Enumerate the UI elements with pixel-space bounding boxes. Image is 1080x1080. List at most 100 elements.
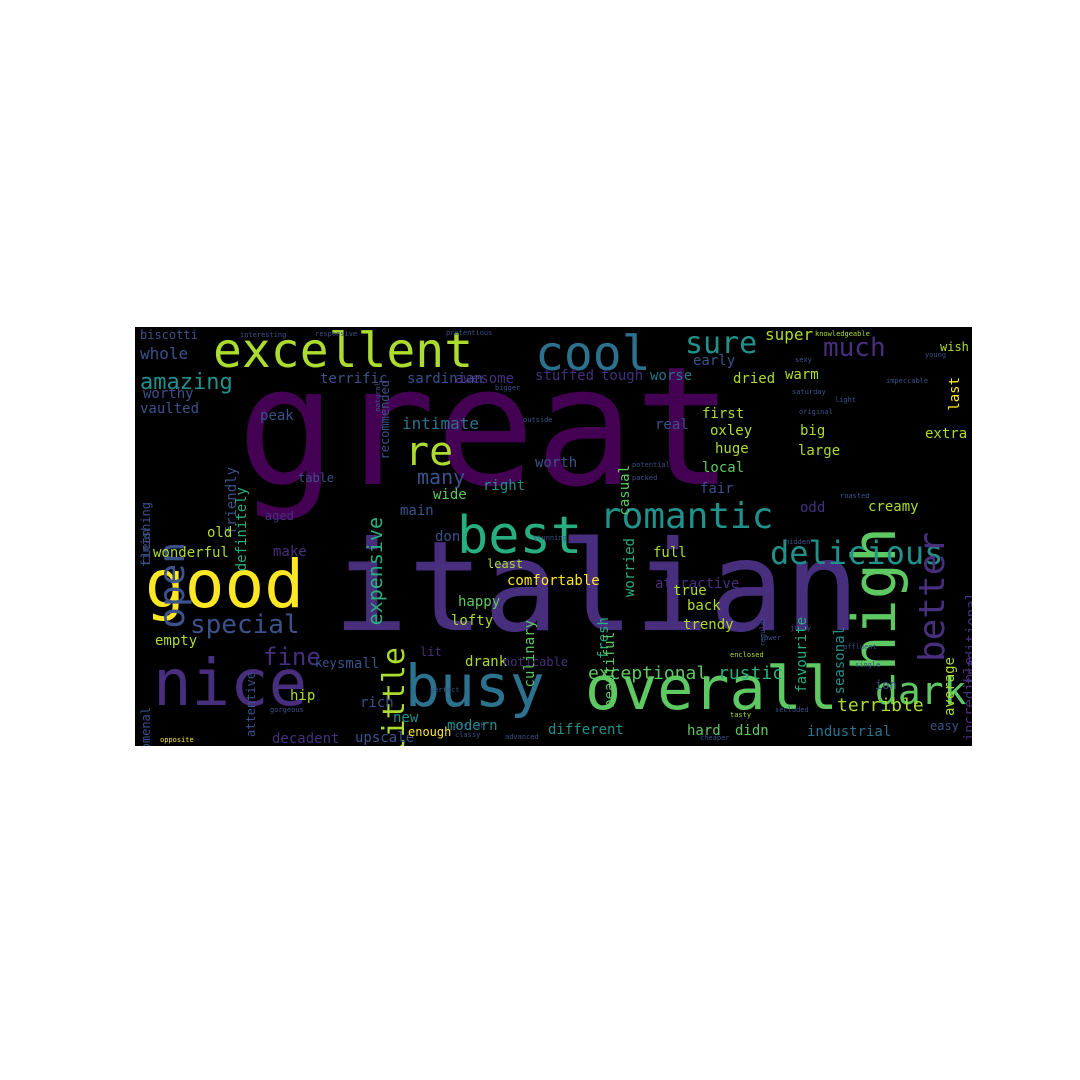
cloud-word: definitely: [234, 487, 250, 572]
cloud-word: stuffed: [535, 368, 595, 384]
cloud-word: knowledgeable: [815, 330, 870, 338]
cloud-word: original: [799, 408, 833, 416]
cloud-word: sardinian: [407, 371, 483, 387]
cloud-word: aged: [265, 509, 294, 523]
cloud-word: special: [190, 610, 300, 640]
cloud-word: key: [315, 656, 337, 670]
cloud-word: biscotti: [140, 328, 198, 342]
cloud-word: hard: [687, 723, 721, 739]
cloud-word: rich: [360, 695, 394, 711]
cloud-word: main: [400, 503, 434, 519]
cloud-word: cool: [535, 327, 651, 382]
cloud-word: lower: [760, 634, 782, 642]
cloud-word: rustic: [718, 663, 784, 684]
cloud-word: ion: [875, 678, 897, 692]
cloud-word: bigger: [495, 384, 521, 392]
cloud-word: classy: [455, 731, 481, 739]
cloud-word: dark: [875, 669, 967, 713]
cloud-word: sexy: [795, 356, 812, 364]
cloud-word: phenomenal: [139, 707, 153, 746]
cloud-word: odd: [800, 500, 826, 516]
cloud-word: terrible: [837, 695, 924, 716]
cloud-word: table: [298, 471, 335, 485]
cloud-word: much: [823, 333, 886, 363]
cloud-word: creamy: [868, 499, 919, 515]
cloud-word: warm: [785, 367, 819, 383]
cloud-word: upscale: [355, 730, 415, 746]
cloud-word: worried: [622, 538, 638, 598]
cloud-word: busy: [405, 652, 545, 720]
cloud-word: lofty: [451, 613, 494, 629]
cloud-word: perfect: [430, 686, 460, 694]
cloud-word: awesome: [455, 371, 515, 387]
cloud-word: big: [800, 423, 826, 439]
cloud-word: wish: [940, 340, 969, 354]
cloud-word: fair: [700, 481, 734, 497]
cloud-word: back: [687, 598, 721, 614]
cloud-word: amazing: [140, 370, 233, 395]
cloud-word: secluded: [775, 706, 809, 714]
cloud-word: many: [417, 465, 466, 489]
cloud-word: enclosed: [730, 651, 764, 659]
cloud-word: hidden: [785, 538, 811, 546]
cloud-word: potential: [632, 461, 670, 469]
cloud-word: delicious: [770, 534, 944, 572]
cloud-word: finishing: [139, 502, 153, 568]
cloud-word: affluent: [843, 643, 877, 651]
cloud-word: beautiful: [602, 632, 618, 708]
cloud-word: whole: [140, 344, 189, 363]
cloud-word: don: [435, 529, 461, 545]
cloud-word: right: [483, 478, 526, 494]
cloud-word: advanced: [505, 733, 539, 741]
cloud-word: new: [393, 710, 419, 726]
cloud-word: tasty: [730, 711, 752, 719]
cloud-word: trendy: [683, 617, 734, 633]
cloud-word: cheaper: [700, 734, 730, 742]
cloud-word: great: [237, 331, 734, 523]
cloud-word: casual: [617, 465, 633, 516]
cloud-word: regular: [759, 617, 767, 647]
cloud-word: different: [548, 722, 624, 738]
cloud-word: sure: [685, 327, 758, 361]
cloud-word: responsive: [315, 330, 358, 338]
cloud-word: true: [673, 583, 707, 599]
cloud-word: drank: [465, 654, 508, 670]
cloud-word: large: [798, 443, 841, 459]
cloud-word: last: [947, 377, 963, 411]
cloud-word: old: [207, 525, 233, 541]
cloud-word: outside: [523, 416, 553, 424]
cloud-word: juicy: [790, 624, 812, 632]
cloud-word: oxley: [710, 423, 753, 439]
cloud-word: average: [942, 657, 958, 717]
cloud-word: pretentious: [446, 329, 493, 337]
cloud-word: vaulted: [140, 401, 200, 417]
cloud-word: light: [835, 396, 857, 404]
cloud-word: easy: [930, 719, 959, 733]
cloud-word: comfortable: [507, 573, 600, 589]
cloud-word: hip: [290, 688, 316, 704]
cloud-word: local: [702, 460, 745, 476]
cloud-word: opposite: [160, 736, 194, 744]
cloud-word: saturday: [792, 388, 826, 396]
cloud-word: empty: [155, 633, 198, 649]
word-cloud: great italian excellent cool good nice busy ove…: [135, 327, 972, 746]
cloud-word: noticable: [503, 655, 569, 669]
cloud-word: intimate: [402, 414, 480, 433]
cloud-word: full: [653, 545, 687, 561]
cloud-word: modern: [447, 718, 498, 734]
cloud-word: overall: [585, 654, 838, 724]
cloud-word: make: [273, 544, 307, 560]
cloud-word: lit: [420, 645, 442, 659]
cloud-word: seasonal: [832, 627, 848, 695]
cloud-word: gorgeous: [270, 706, 304, 714]
cloud-word: romantic: [600, 496, 774, 537]
cloud-word: expensive: [363, 517, 387, 626]
cloud-word: fine: [263, 643, 321, 671]
cloud-word: worthy: [143, 386, 194, 402]
cloud-word: young: [925, 351, 947, 359]
cloud-word: least: [487, 557, 524, 571]
cloud-word: best: [457, 506, 583, 566]
cloud-word: attractive: [655, 576, 740, 592]
cloud-word: excellent: [213, 327, 474, 379]
cloud-word: huge: [715, 441, 749, 457]
